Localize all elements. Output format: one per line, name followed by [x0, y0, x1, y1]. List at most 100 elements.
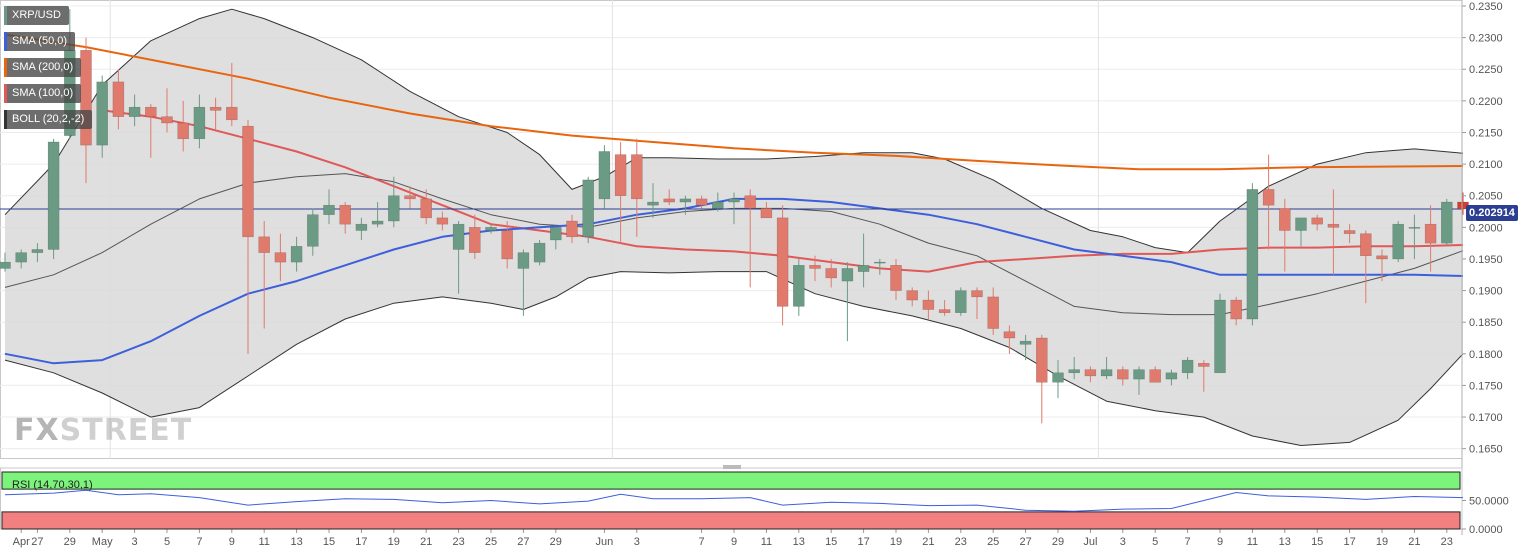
time-tick-label: 7 [1185, 536, 1191, 548]
legend-sma100-label: SMA (100,0) [12, 87, 74, 99]
candle [1360, 230, 1372, 304]
candle-body [517, 252, 530, 269]
candle [1052, 360, 1064, 399]
legend-sma200-swatch [4, 58, 7, 77]
candle-body [1311, 217, 1323, 225]
candle [890, 258, 902, 301]
candle-body [1214, 299, 1226, 374]
candle-body [1003, 331, 1016, 339]
candle [161, 88, 173, 133]
legend-sma50[interactable]: SMA (50,0) [4, 32, 76, 51]
candle [420, 189, 432, 225]
price-tick-label: 0.1750 [1469, 380, 1503, 392]
candle-body [841, 268, 854, 282]
candle [825, 258, 837, 288]
candle-body [695, 198, 708, 206]
candle [1327, 189, 1340, 275]
time-tick-label: 11 [1247, 536, 1258, 548]
candle-body [145, 106, 157, 117]
candle [841, 262, 854, 342]
candle [128, 94, 141, 127]
candle-body [663, 198, 675, 203]
candle-body [874, 261, 886, 264]
candle [274, 233, 287, 282]
time-tick-label: 19 [1376, 536, 1388, 548]
bollinger-upper-line [4, 8, 1464, 254]
candle [744, 189, 756, 288]
candle [452, 221, 465, 294]
time-tick-label: 15 [323, 536, 335, 548]
candle-body [533, 242, 546, 263]
candle-body [242, 125, 254, 238]
candle-body [355, 223, 368, 231]
candle [906, 287, 918, 307]
legend-boll[interactable]: BOLL (20,2,-2) [4, 110, 93, 129]
rsi-tick-label: 0.0000 [1469, 524, 1503, 536]
candle-body [161, 116, 173, 124]
candle-body [679, 198, 692, 203]
time-tick-label: 11 [258, 536, 269, 548]
candle [339, 202, 351, 234]
price-tick-label: 0.1700 [1469, 412, 1503, 424]
price-tick-label: 0.2100 [1469, 159, 1503, 171]
candle [760, 202, 773, 219]
candle-body [971, 290, 983, 298]
candle-body [922, 299, 935, 310]
candle [1214, 293, 1226, 374]
bollinger-band-fill [5, 9, 1463, 446]
candle-body [1181, 359, 1194, 374]
candle [938, 300, 951, 316]
candle [1262, 154, 1275, 250]
time-tick-label: 7 [196, 536, 202, 548]
legend-boll-label: BOLL (20,2,-2) [12, 113, 85, 125]
candle-body [1262, 189, 1275, 206]
legend-symbol-swatch [4, 6, 7, 25]
candle-body [631, 154, 643, 200]
candle-body [339, 204, 351, 225]
candle [955, 287, 967, 316]
candle [631, 138, 643, 237]
candle [436, 211, 449, 231]
legend-symbol[interactable]: XRP/USD [4, 6, 69, 25]
candle-body [307, 214, 319, 247]
candle [1068, 356, 1080, 380]
time-tick-label: 29 [1052, 536, 1064, 548]
candle [290, 236, 303, 272]
candle-body [388, 195, 400, 222]
candle-body [485, 227, 497, 231]
time-tick-label: 25 [987, 536, 999, 548]
candle-body [1408, 227, 1421, 229]
time-tick-label: 9 [731, 536, 737, 548]
candle [307, 208, 319, 256]
candle [1295, 217, 1307, 247]
candle-body [112, 81, 125, 117]
legend-sma200[interactable]: SMA (200,0) [4, 58, 82, 77]
candle [1133, 366, 1145, 395]
candle-body [857, 265, 870, 272]
candle-body [647, 201, 659, 206]
candle-body [955, 290, 967, 313]
candle-body [258, 236, 270, 253]
candle-body [1100, 369, 1113, 377]
time-tick-label: 23 [1441, 536, 1453, 548]
candle-body [193, 106, 206, 140]
candle [793, 258, 805, 316]
candle-body [501, 230, 513, 260]
candle [679, 195, 692, 215]
candle [0, 252, 11, 272]
legend-sma100-swatch [4, 84, 7, 103]
legend-rsi[interactable]: RSI (14,70,30,1) [4, 476, 101, 494]
price-tick-label: 0.1950 [1469, 254, 1503, 266]
legend-sma50-label: SMA (50,0) [12, 35, 68, 47]
candle-body [906, 290, 918, 301]
time-tick-label: 5 [1152, 536, 1158, 548]
candle [566, 214, 578, 244]
candle [1246, 183, 1259, 326]
candle-body [825, 268, 837, 279]
time-tick-label: 19 [388, 536, 400, 548]
legend-sma100[interactable]: SMA (100,0) [4, 84, 82, 103]
time-tick-label: 27 [517, 536, 529, 548]
candle [1279, 198, 1291, 272]
candle-body [47, 141, 60, 250]
candle-body [420, 198, 432, 219]
